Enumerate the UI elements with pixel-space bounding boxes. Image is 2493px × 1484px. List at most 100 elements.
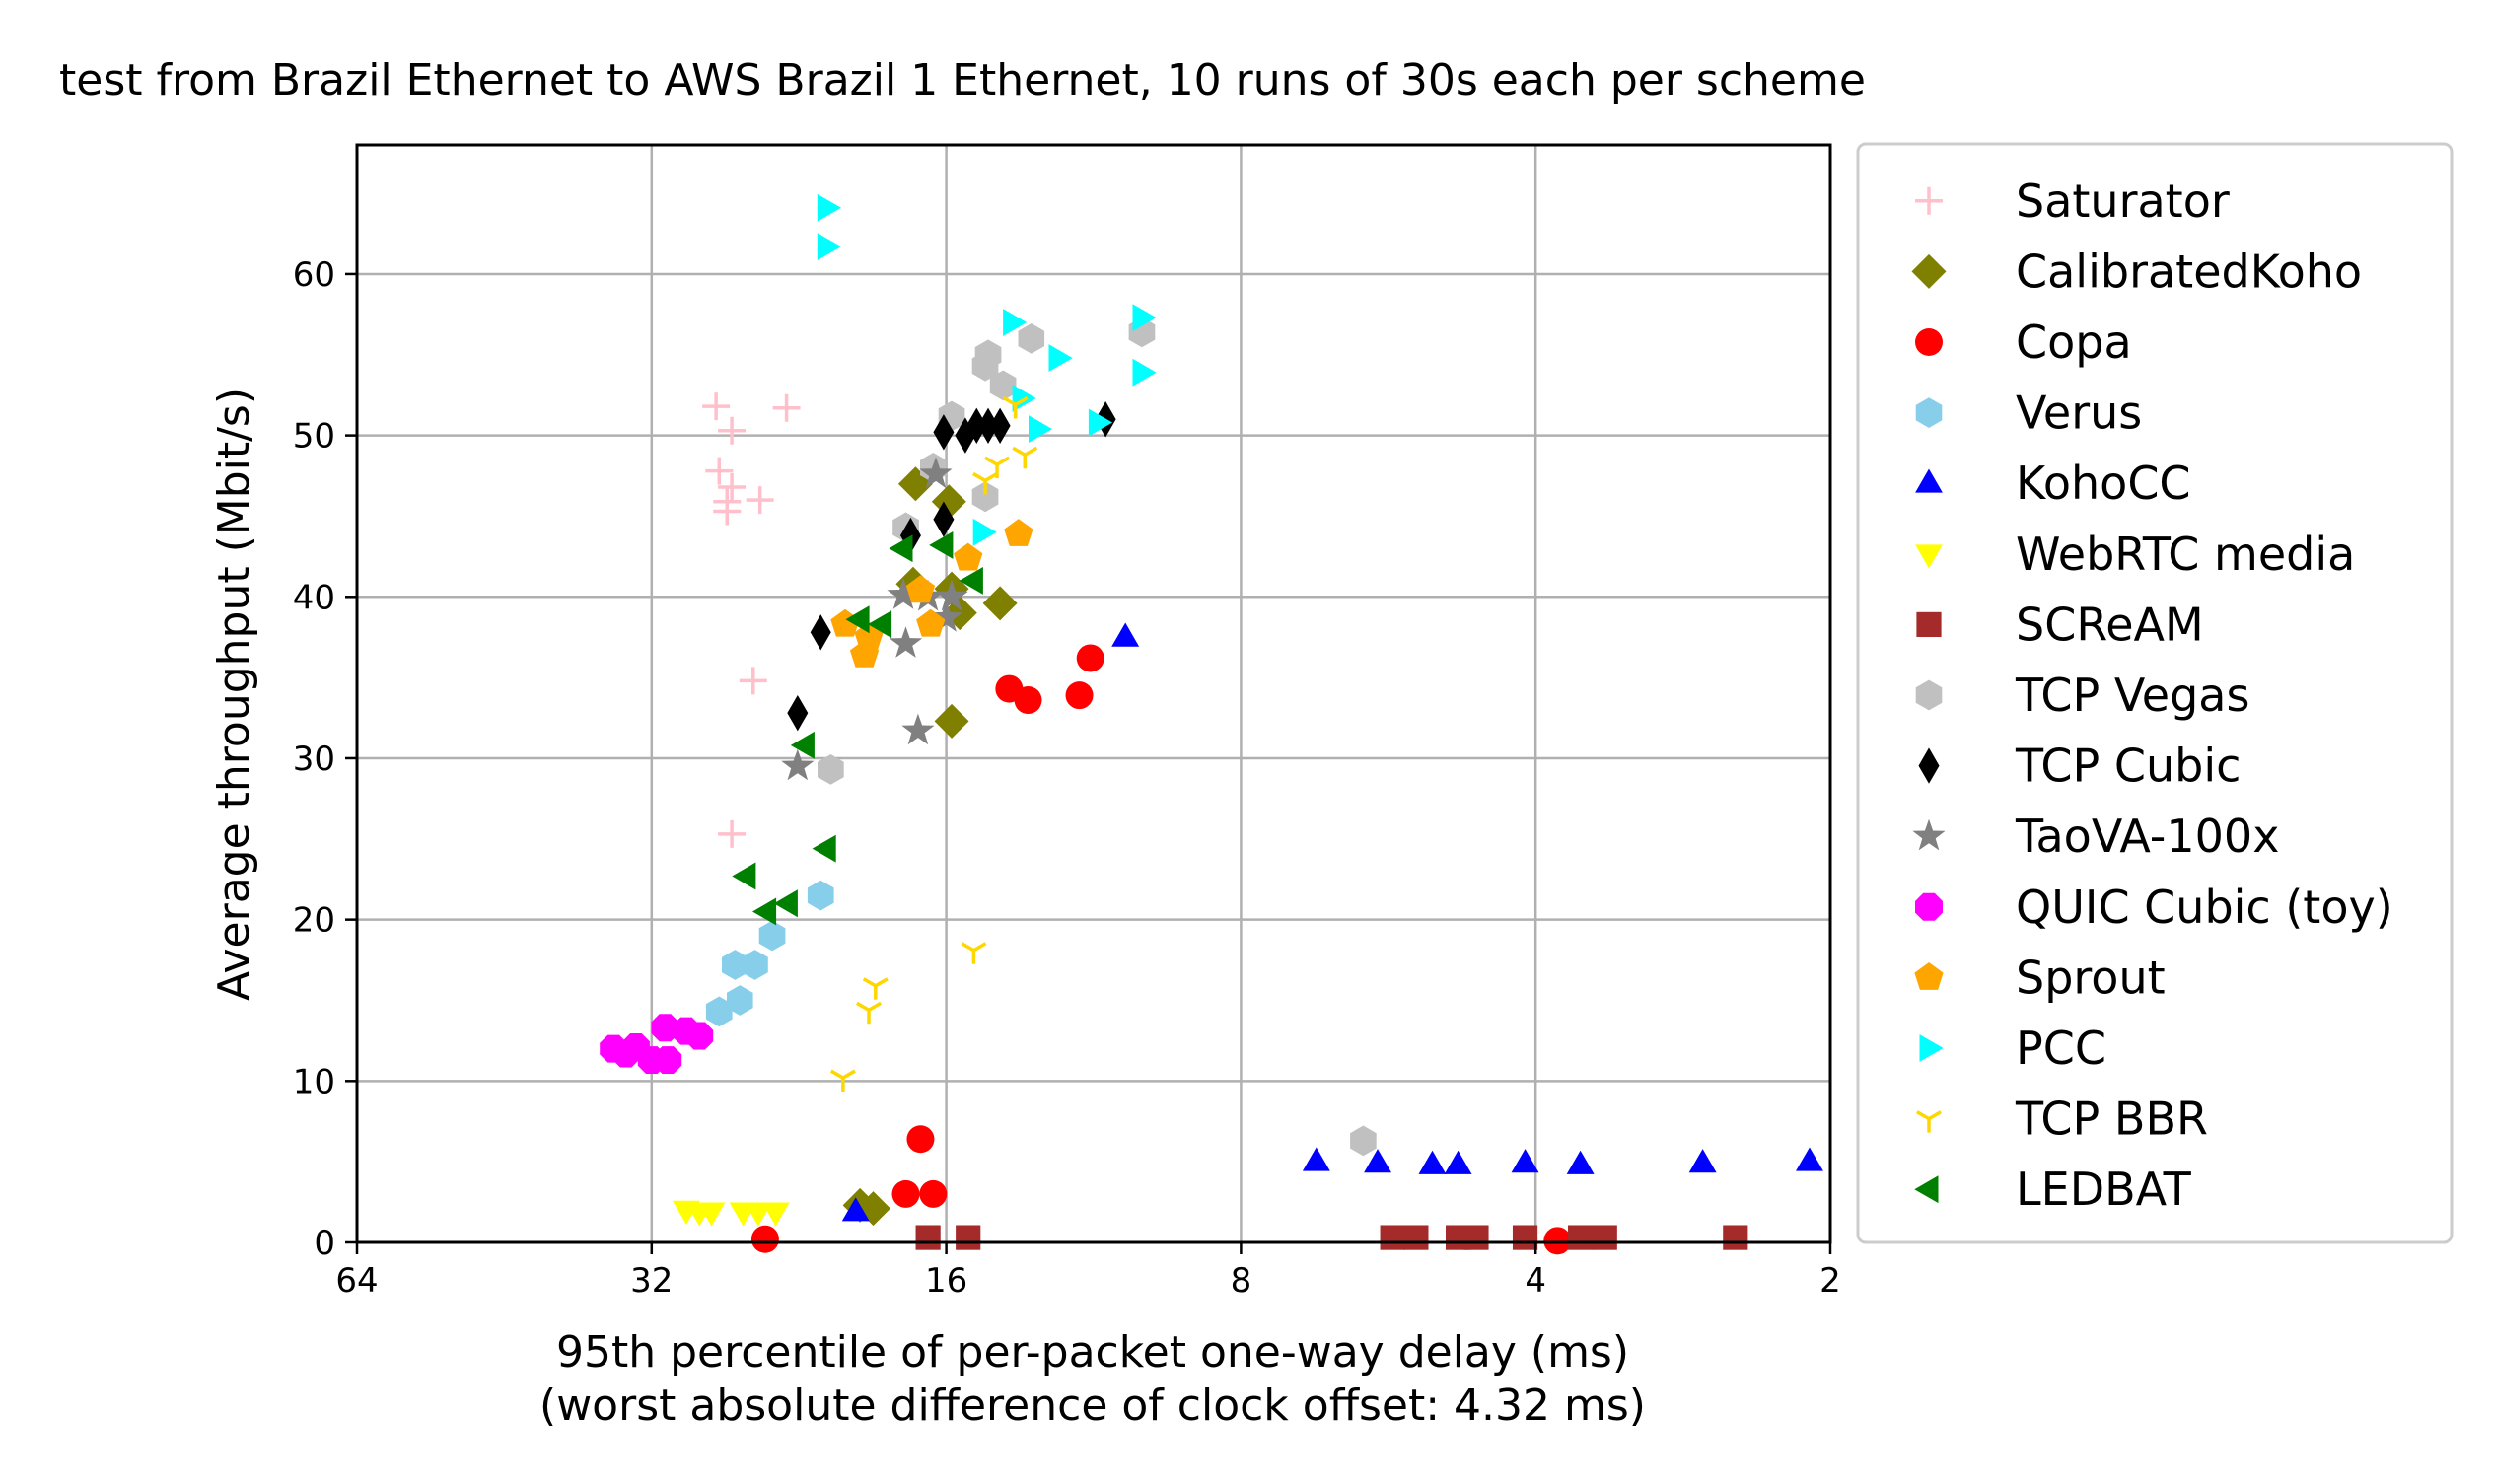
data-point-kohocc [841,1197,870,1222]
legend-label: TCP BBR [2015,1093,2208,1146]
series-copa [750,644,1572,1255]
data-point-copa [891,1179,920,1208]
legend-marker-copa [1915,328,1943,356]
data-point-tcp-cubic [933,501,955,537]
x-tick-label: 32 [630,1261,673,1301]
data-point-scream [1592,1225,1617,1250]
data-point-saturator [718,819,747,848]
y-tick-label: 50 [293,417,335,457]
legend-label: TCP Cubic [2015,740,2241,793]
series-verus [705,880,834,1027]
data-point-copa [906,1125,935,1154]
data-point-taova-100x [781,748,815,781]
legend-item-tcp-cubic: TCP Cubic [1918,740,2241,793]
data-point-pcc [1132,304,1157,332]
data-point-verus [727,985,753,1016]
data-point-kohocc [1566,1150,1595,1174]
legend-label: WebRTC media [2016,528,2355,581]
legend-label: PCC [2016,1022,2106,1075]
data-point-tcp-cubic [933,414,955,451]
y-tick-label: 0 [314,1224,335,1263]
data-point-verus [758,920,786,952]
legend-label: QUIC Cubic (toy) [2016,881,2393,934]
x-axis-sublabel: (worst absolute difference of clock offs… [539,1380,1646,1431]
series-kohocc [841,622,1823,1222]
data-point-pcc [1048,344,1073,372]
data-point-tcp-cubic [989,407,1011,444]
data-point-kohocc [1364,1149,1391,1173]
data-point-webrtc-media [761,1202,790,1227]
series-saturator [702,392,801,848]
data-point-pcc [1003,309,1028,336]
data-point-kohocc [1511,1149,1539,1173]
x-tick-label: 16 [925,1261,967,1301]
data-point-verus [722,950,748,980]
data-point-copa [1065,681,1094,710]
data-point-pcc [1029,415,1053,443]
data-point-tcp-bbr [984,456,1011,479]
legend-label: LEDBAT [2016,1163,2192,1216]
legend-item-ledbat: LEDBAT [1914,1163,2192,1216]
legend-marker-taova-100x [1912,818,1946,851]
data-point-pcc [817,233,841,261]
data-point-verus [742,950,768,980]
data-point-kohocc [1302,1147,1330,1171]
legend-marker-pcc [1919,1034,1944,1062]
data-point-ledbat [773,889,798,918]
plot-area-frame [355,143,1832,1244]
data-point-sprout [954,542,983,571]
legend-label: TCP Vegas [2015,669,2249,722]
data-point-tcp-cubic [787,694,809,732]
legend-item-saturator: Saturator [1915,175,2230,228]
data-point-tcp-vegas [971,481,999,513]
data-point-ledbat [868,610,892,639]
series-pcc [817,193,1157,546]
legend-item-scream: SCReAM [1916,598,2204,651]
data-point-quic-cubic-toy [654,1046,682,1074]
data-point-taova-100x [889,626,923,658]
y-tick-label: 60 [293,255,335,295]
data-point-scream [956,1225,981,1250]
data-points [600,193,1823,1255]
data-point-tcp-bbr [1012,446,1038,469]
data-point-sprout [916,608,946,637]
legend-marker-sprout [1914,962,1944,990]
data-point-ledbat [845,605,870,634]
data-point-scream [1403,1225,1429,1250]
y-tick-label: 40 [293,578,335,617]
legend-marker-scream [1916,611,1942,637]
data-point-sprout [1004,519,1033,546]
legend-item-kohocc: KohoCC [1915,457,2191,510]
data-point-taova-100x [887,578,920,609]
data-point-pcc [972,518,997,546]
legend-label: Copa [2016,316,2132,369]
series-ledbat [732,531,983,926]
legend-label: Saturator [2016,175,2230,228]
x-tick-label: 2 [1819,1261,1841,1301]
data-point-ledbat [732,862,756,890]
y-tick-label: 20 [293,901,335,941]
data-point-pcc [1132,358,1157,387]
legend-marker-verus [1915,397,1943,428]
y-tick-label: 30 [293,740,335,779]
data-point-pcc [1088,408,1113,437]
legend: Saturator CalibratedKoho Copa Verus KohoCC We… [1856,142,2454,1244]
data-point-copa [1543,1227,1572,1255]
data-point-tcp-vegas [1350,1125,1377,1157]
data-point-kohocc [1796,1147,1823,1171]
data-point-saturator [746,486,774,515]
data-point-pcc [817,193,841,222]
data-point-tcp-cubic [965,407,987,444]
data-point-ledbat [790,731,815,759]
legend-marker-tcp-vegas [1915,679,1943,711]
data-point-sprout [905,575,936,603]
data-point-scream [1723,1225,1748,1250]
data-point-webrtc-media [697,1202,726,1227]
y-tick-label: 10 [293,1062,335,1101]
data-point-tcp-vegas [971,350,999,382]
legend-label: KohoCC [2016,457,2191,510]
data-point-ledbat [812,834,836,863]
legend-frame [1856,142,2454,1244]
